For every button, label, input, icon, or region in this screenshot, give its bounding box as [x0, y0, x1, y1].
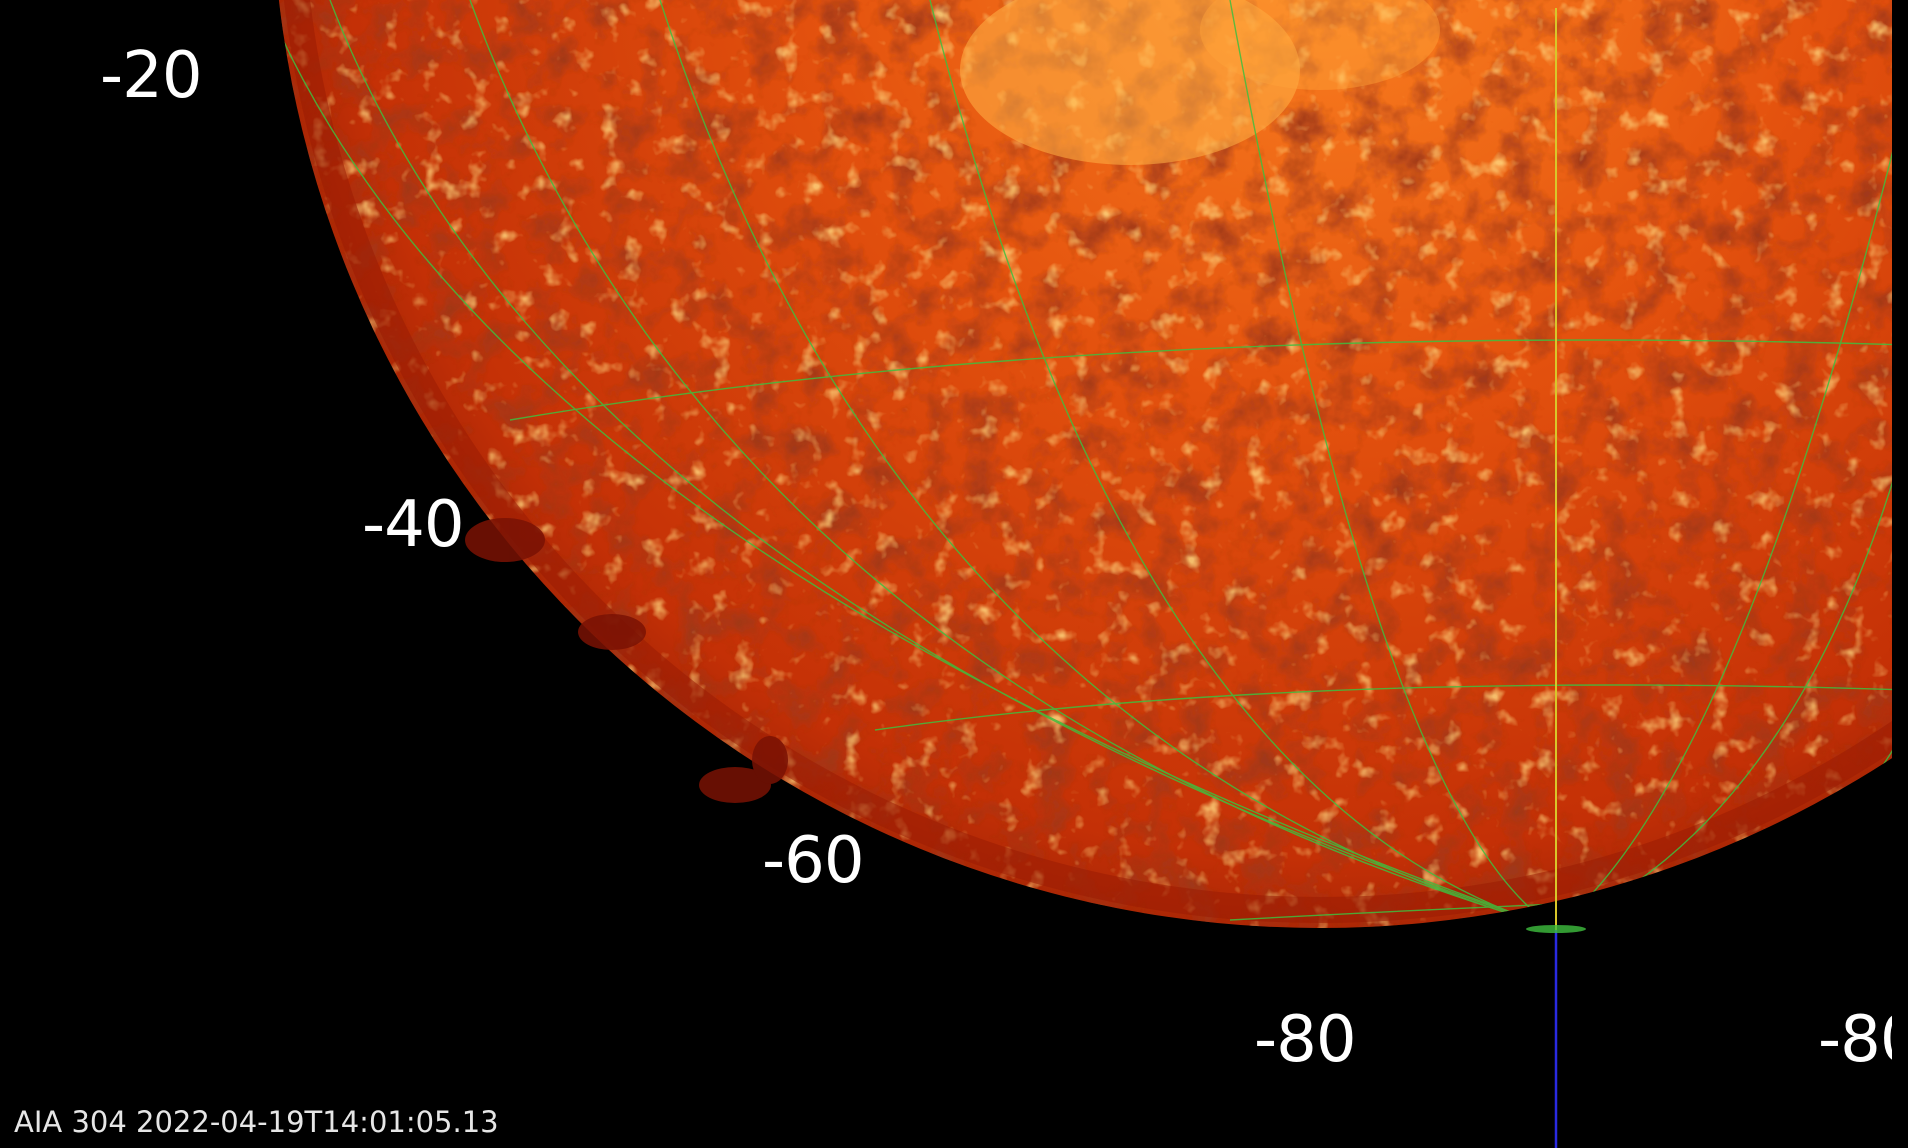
image-caption: AIA 304 2022-04-19T14:01:05.13: [14, 1105, 499, 1139]
right-edge-mask: [1892, 0, 1908, 1148]
latitude-label-minus-20: -20: [100, 39, 203, 113]
latitude-label-minus-80: -80: [1254, 1003, 1357, 1077]
latitude-label-minus-60: -60: [762, 824, 865, 898]
latitude-label-minus-40: -40: [362, 488, 465, 562]
south-pole-marker: [1526, 925, 1586, 933]
active-region: [1200, 0, 1440, 90]
active-region: [960, 0, 1300, 165]
limb-prominences: [465, 518, 788, 803]
